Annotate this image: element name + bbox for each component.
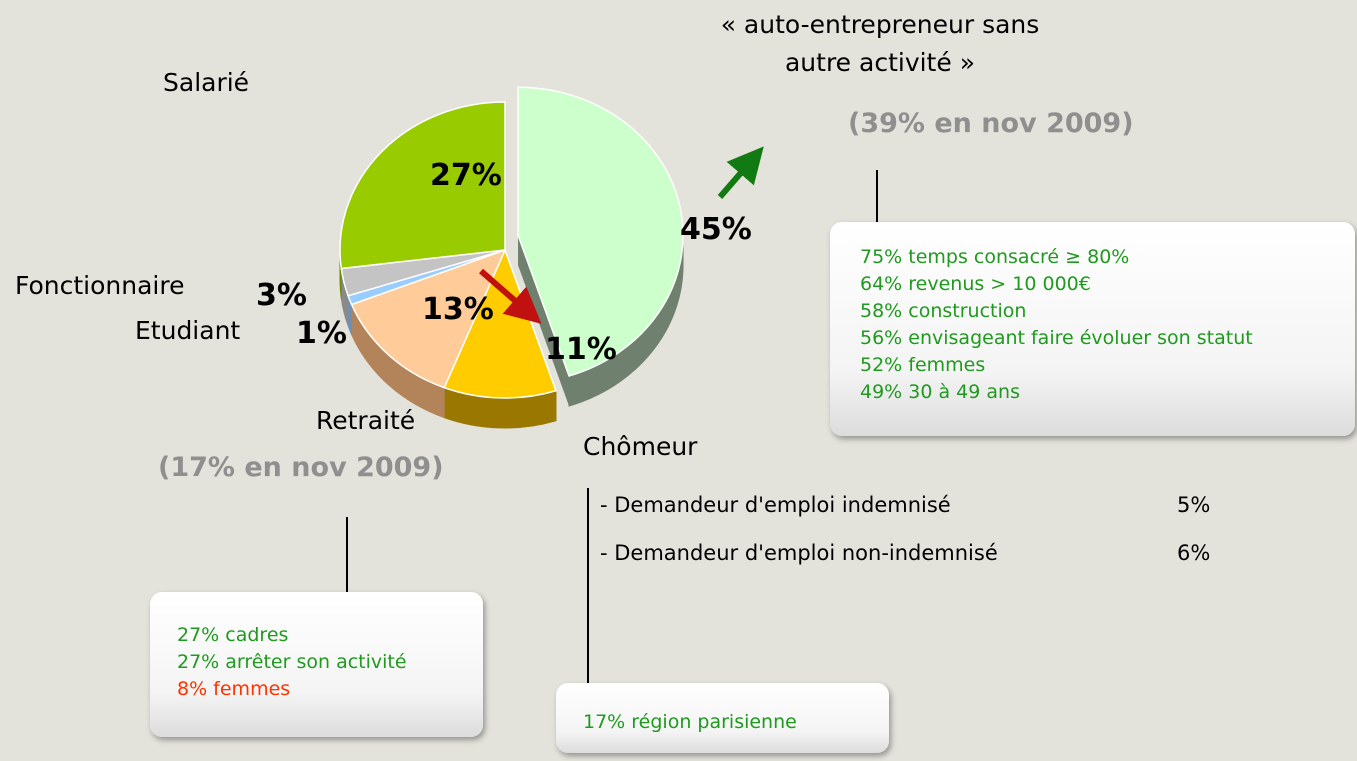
- detail-line: 49% 30 à 49 ans: [860, 381, 1020, 403]
- breakdown-share: 5%: [1177, 493, 1211, 517]
- value-label: 45%: [680, 212, 752, 247]
- breakdown-label: - Demandeur d'emploi non-indemnisé: [600, 541, 998, 565]
- category-label: Retraité: [316, 406, 416, 435]
- connector: [876, 170, 878, 225]
- slice: [517, 86, 684, 377]
- details-box: 27% cadres 27% arrêter son activité 8% fem…: [150, 592, 483, 737]
- connector: [346, 517, 348, 593]
- increase-arrow: [717, 146, 764, 199]
- value-label: 11%: [545, 332, 617, 367]
- value-label: 1%: [296, 316, 347, 351]
- detail-line: 58% construction: [860, 300, 1027, 322]
- category-label: Fonctionnaire: [15, 271, 185, 300]
- detail-line: 56% envisageant faire évoluer son statut: [860, 327, 1253, 349]
- category-label: Etudiant: [135, 316, 241, 345]
- previous-share: (17% en nov 2009): [158, 452, 444, 483]
- slice: [350, 248, 507, 389]
- details-box: 17% région parisienne: [556, 683, 889, 753]
- previous-share: (39% en nov 2009): [848, 108, 1134, 139]
- detail-line: 75% temps consacré ≥ 80%: [860, 246, 1130, 268]
- breakdown-share: 6%: [1177, 541, 1211, 565]
- value-label: 3%: [256, 278, 307, 313]
- value-label: 27%: [430, 158, 502, 193]
- detail-line: 27% arrêter son activité: [177, 651, 407, 673]
- detail-line: 64% revenus > 10 000€: [860, 273, 1091, 295]
- category-label: Chômeur: [583, 432, 698, 461]
- slice: [339, 101, 506, 270]
- detail-line: 27% cadres: [177, 624, 289, 646]
- slice: [443, 247, 557, 399]
- connector: [587, 488, 589, 684]
- breakdown-label: - Demandeur d'emploi indemnisé: [600, 493, 951, 517]
- category-label: « auto-entrepreneur sans autre activité …: [720, 10, 1040, 77]
- detail-line: 17% région parisienne: [583, 711, 797, 733]
- value-label: 13%: [422, 292, 494, 327]
- category-label: Salarié: [163, 68, 250, 97]
- decrease-arrow: [479, 268, 542, 324]
- detail-line: 52% femmes: [860, 354, 986, 376]
- details-box: 75% temps consacré ≥ 80% 64% revenus > 10…: [830, 222, 1355, 436]
- detail-line: 8% femmes: [177, 678, 291, 700]
- slice-side: [518, 235, 570, 407]
